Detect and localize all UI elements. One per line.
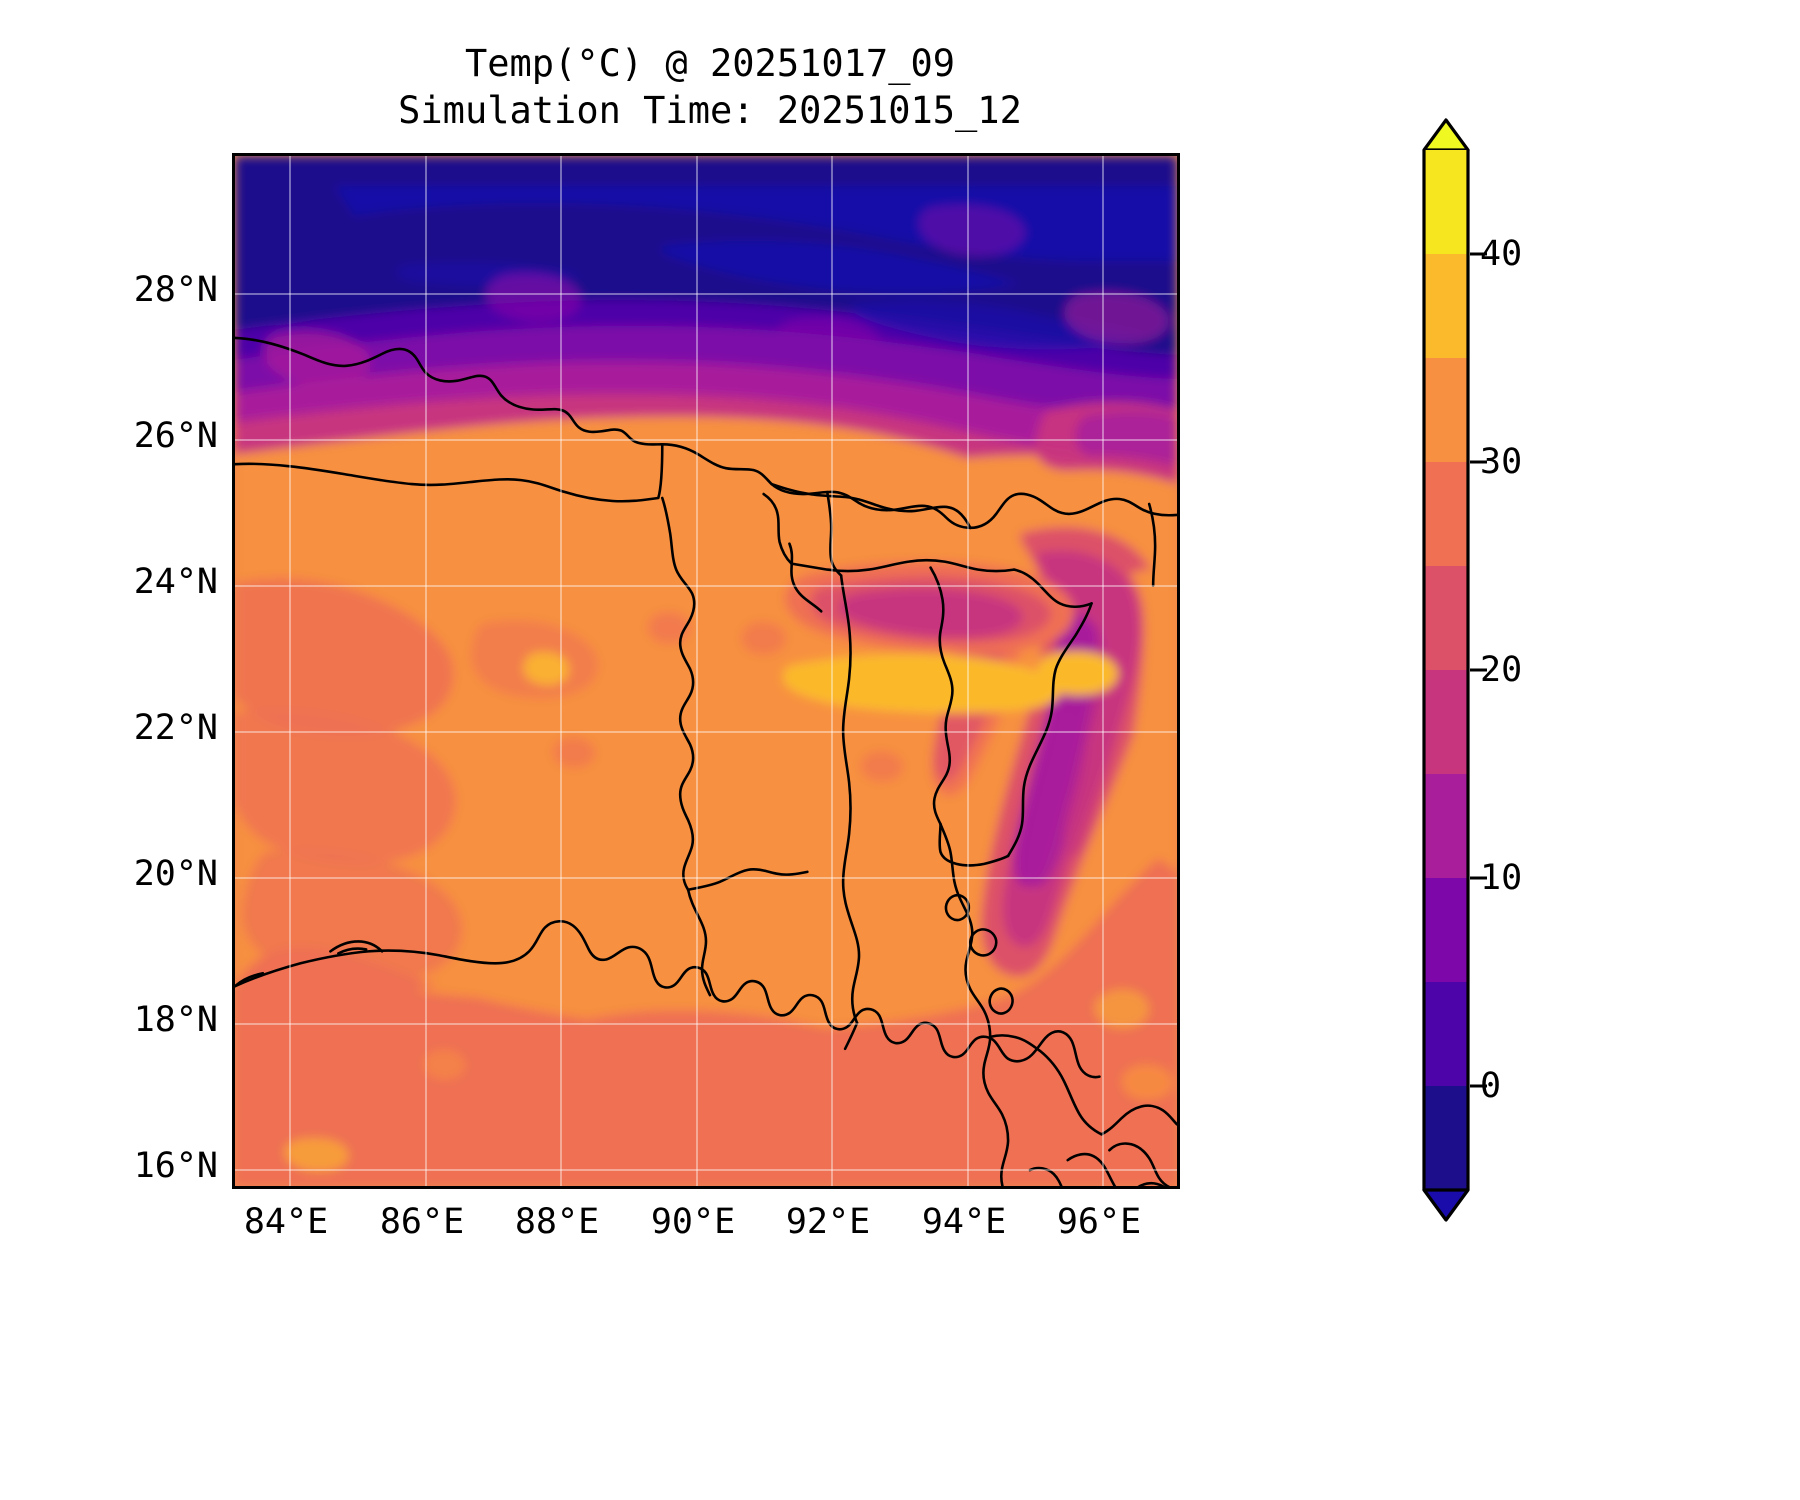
colorbar[interactable]: 40 30 20 10 0	[1422, 118, 1522, 1222]
figure-title: Temp(°C) @ 20251017_09 Simulation Time: 2…	[0, 40, 1420, 135]
ytick-label: 28°N	[133, 270, 218, 310]
chilika-lake-inner	[337, 947, 368, 955]
colorbar-tickmark	[1470, 876, 1487, 880]
assam-inner-border	[825, 490, 843, 577]
colorbar-bands	[1424, 150, 1468, 1190]
ytick-label: 26°N	[133, 416, 218, 456]
colorbar-under-arrow	[1422, 1188, 1470, 1222]
colorbar-tick-label: 30	[1480, 442, 1523, 482]
xtick-label: 86°E	[379, 1202, 465, 1242]
xtick-label: 84°E	[243, 1202, 329, 1242]
bhutan-south-border	[770, 482, 972, 530]
nepal-southern-border	[235, 443, 664, 503]
colorbar-tickmark	[1470, 460, 1487, 464]
hatiya-island	[968, 928, 998, 957]
garo-hills-border	[788, 542, 823, 613]
colorbar-tick-label: 40	[1480, 234, 1523, 274]
colorbar-over-arrow	[1422, 118, 1470, 152]
bangladesh-east-border	[929, 566, 954, 826]
india-east-coast-a	[235, 971, 265, 988]
xtick-label: 94°E	[921, 1202, 1007, 1242]
xtick-label: 92°E	[785, 1202, 871, 1242]
meghalaya-north-border	[790, 558, 1016, 573]
bhola-island	[988, 987, 1014, 1015]
india-myanmar-border	[1006, 602, 1093, 858]
colorbar-gradient	[1422, 118, 1470, 1222]
coastline-and-border-layer	[235, 336, 1177, 1186]
xtick-label: 88°E	[514, 1202, 600, 1242]
chilika-lake	[329, 940, 384, 953]
myanmar-north-border	[1147, 502, 1157, 587]
colorbar-tick-label: 10	[1480, 858, 1523, 898]
sandwip-island	[944, 893, 971, 922]
arunachal-border	[969, 492, 1177, 530]
mizoram-south-border	[938, 822, 1010, 867]
assam-border-west	[762, 492, 793, 565]
rakhine-coast-b	[988, 1034, 1103, 1136]
colorbar-tick-label: 0	[1480, 1066, 1502, 1106]
xtick-label: 96°E	[1056, 1202, 1142, 1242]
temperature-field	[235, 156, 1177, 1186]
ytick-label: 20°N	[133, 854, 218, 894]
sundarbans-coastline	[235, 920, 1101, 1079]
title-line-variable-validtime: Temp(°C) @ 20251017_09	[464, 42, 956, 85]
south-delta-coast	[1028, 1166, 1063, 1186]
meghna-estuary	[843, 1021, 859, 1051]
title-line-simulation-time: Simulation Time: 20251015_12	[398, 89, 1022, 133]
nepal-border	[235, 336, 664, 446]
map-axes[interactable]	[232, 153, 1180, 1189]
assam-se-border	[1012, 568, 1093, 609]
colorbar-tickmark	[1470, 252, 1487, 256]
meghalaya-border-a	[686, 868, 809, 892]
irrawaddy-mouth	[1066, 1152, 1117, 1186]
gulf-of-martaban-coast	[1108, 1142, 1171, 1186]
map-clip	[235, 156, 1177, 1186]
colorbar-tickmark	[1470, 668, 1487, 672]
ayeyarwady-delta-coast	[1100, 1104, 1177, 1136]
ytick-label: 18°N	[133, 1000, 218, 1040]
colorbar-tickmark	[1470, 1084, 1487, 1088]
ganges-river	[686, 888, 712, 997]
bangladesh-west-border	[660, 496, 696, 892]
contour-bands	[235, 156, 1177, 1186]
ytick-label: 16°N	[133, 1146, 218, 1186]
tenasserim-coast	[1137, 1181, 1166, 1186]
xtick-label: 90°E	[650, 1202, 736, 1242]
ytick-label: 24°N	[133, 562, 218, 602]
chittagong-coast	[939, 822, 1010, 1186]
brahmaputra-jamuna-river	[839, 574, 861, 1025]
colorbar-tick-label: 20	[1480, 650, 1523, 690]
ytick-label: 22°N	[133, 708, 218, 748]
bhutan-north-border	[660, 443, 972, 530]
